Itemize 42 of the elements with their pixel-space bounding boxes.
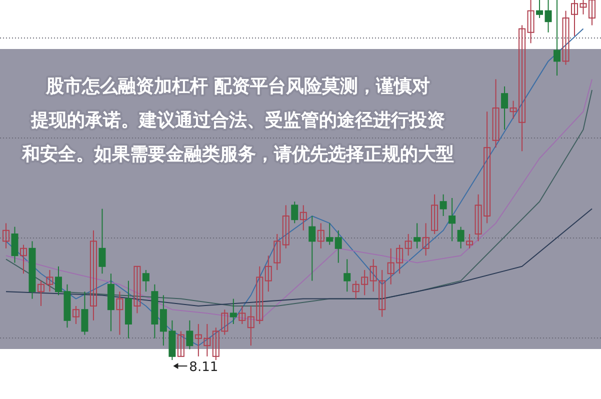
candlestick — [344, 258, 351, 292]
candlestick — [536, 0, 544, 18]
candlestick — [186, 320, 194, 350]
candlestick — [300, 204, 307, 231]
candlestick — [326, 222, 334, 246]
candlestick — [2, 222, 10, 249]
candlestick — [554, 0, 561, 76]
candlestick — [501, 86, 508, 130]
candlestick — [448, 198, 456, 242]
candlestick — [562, 10, 570, 66]
candlestick — [98, 208, 106, 274]
candlestick — [334, 230, 342, 264]
candlestick — [238, 306, 246, 324]
candlestick — [81, 291, 88, 336]
candlestick — [90, 230, 97, 321]
candlestick — [571, 0, 578, 36]
candlestick — [544, 0, 552, 33]
candlestick — [20, 244, 27, 274]
candlestick — [431, 194, 438, 234]
candlestick — [466, 234, 474, 249]
headline: 股市怎么融资加杠杆 配资平台风险莫测，谨慎对 提现的承诺。建议通过合法、受监管的途径进行投资 和安全。如果需要金融类服务，请优先选择正规的大型 — [22, 76, 454, 165]
annotation: 8.11 — [189, 360, 218, 375]
candlestick — [457, 226, 464, 249]
candlestick — [527, 0, 534, 44]
candlestick — [142, 270, 150, 292]
candlestick — [291, 201, 298, 224]
candlestick — [414, 222, 421, 249]
candlestick — [274, 234, 281, 270]
candlestick — [177, 330, 184, 357]
candlestick — [230, 298, 237, 324]
candlestick — [492, 78, 500, 148]
candlestick — [11, 226, 18, 264]
candlestick — [72, 306, 80, 324]
candlestick — [264, 255, 272, 292]
candlestick — [134, 266, 141, 314]
candlestick — [282, 204, 290, 249]
candlestick — [308, 216, 316, 282]
candlestick — [404, 234, 412, 256]
candlestick — [440, 194, 447, 216]
candlestick — [317, 222, 324, 249]
candlestick — [116, 291, 124, 336]
candlestick — [422, 222, 430, 256]
